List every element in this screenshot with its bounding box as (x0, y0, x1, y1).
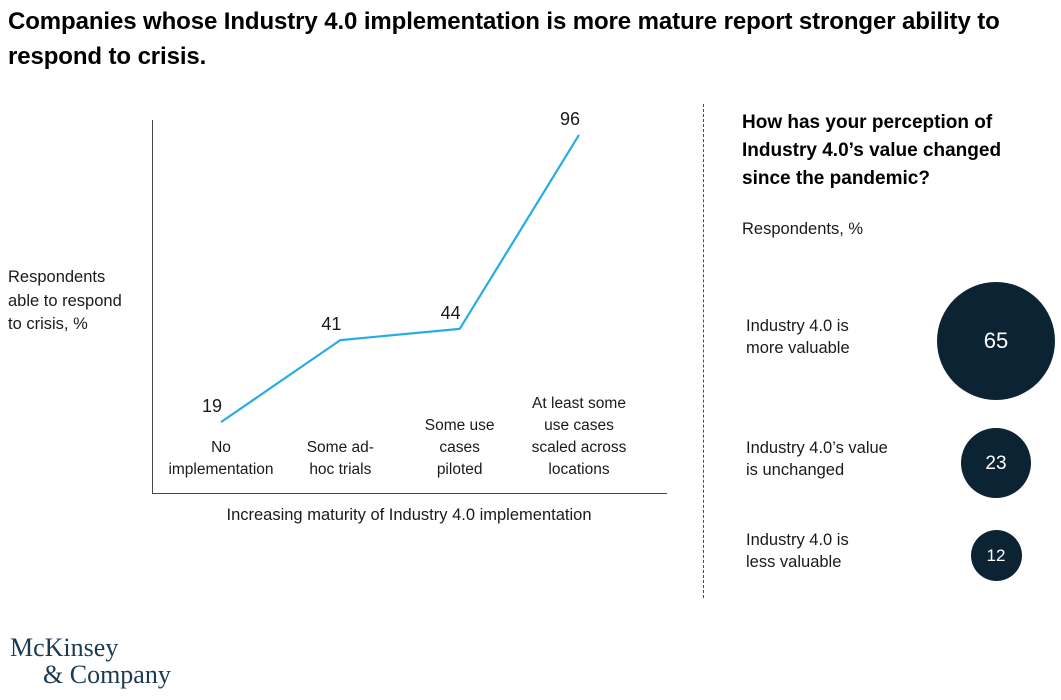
mckinsey-logo: McKinsey & Company (10, 634, 171, 688)
bubble-value-label: 65 (983, 328, 1009, 353)
bubble-category-label: Industry 4.0 is more valuable (746, 317, 850, 357)
bubble-category-label: Industry 4.0’s value is unchanged (746, 439, 888, 479)
exhibit-title: Companies whose Industry 4.0 implementat… (8, 8, 1000, 70)
perception-panel-subtitle: Respondents, % (742, 220, 864, 238)
trend-line (220, 134, 580, 424)
bubble-value-circle: 23 (961, 428, 1031, 498)
perception-panel-heading: How has your perception of Industry 4.0’… (742, 112, 1002, 189)
logo-line-1: McKinsey (10, 633, 119, 662)
bubble-value-circle: 12 (970, 529, 1022, 581)
panel-divider-dashed-line (703, 104, 704, 598)
line-series-svg (220, 134, 580, 424)
x-category-label: No implementation (168, 439, 274, 478)
x-category-label: Some use cases piloted (424, 417, 495, 478)
data-point-value-label: 19 (201, 396, 223, 417)
bubble-value-label: 12 (986, 545, 1006, 565)
x-axis-title: Increasing maturity of Industry 4.0 impl… (226, 506, 592, 524)
bubble-category-label: Industry 4.0 is less valuable (746, 531, 849, 571)
logo-line-2: & Company (43, 660, 171, 689)
data-point-value-label: 96 (559, 108, 581, 129)
data-point-value-label: 44 (440, 302, 461, 323)
x-category-label: Some ad- hoc trials (306, 439, 374, 478)
data-point-value-label: 41 (321, 314, 342, 335)
line-chart-plot-area: 19 No implementation 41 Some ad- hoc trials… (152, 110, 667, 494)
x-category-label: At least some use cases scaled across lo… (531, 395, 627, 478)
y-axis-title: Respondents able to respond to crisis, % (8, 268, 122, 333)
bubble-value-label: 23 (985, 452, 1007, 474)
bubble-value-circle: 65 (937, 282, 1055, 400)
